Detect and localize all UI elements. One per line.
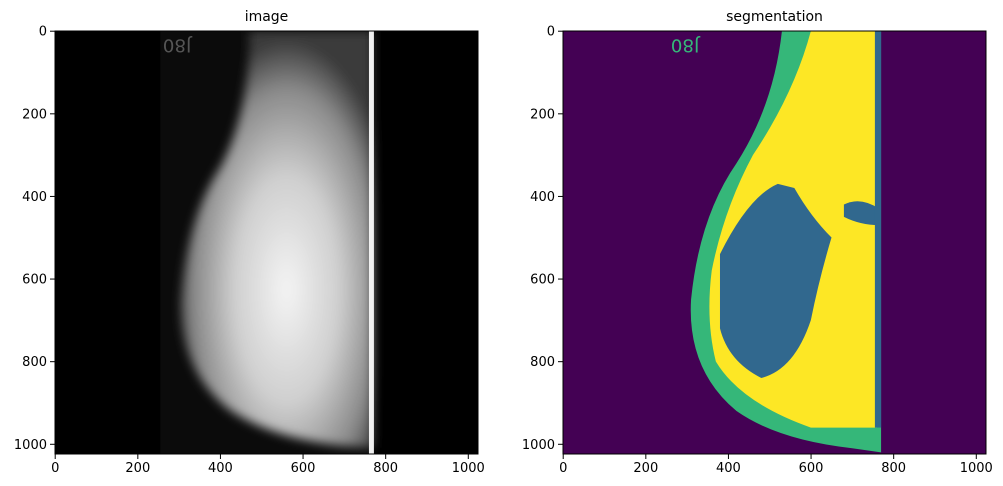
x-tick-label: 600 <box>291 461 316 476</box>
axes-title: segmentation <box>726 9 823 25</box>
svg-text:J80: J80 <box>671 34 700 55</box>
y-tick-label: 800 <box>530 355 555 370</box>
y-tick-label: 200 <box>22 107 47 122</box>
y-tick-label: 1000 <box>522 438 555 453</box>
segmentation-content: J80 <box>563 31 987 455</box>
x-tick-label: 400 <box>716 461 741 476</box>
x-tick-label: 600 <box>799 461 824 476</box>
x-tick-label: 1000 <box>960 461 993 476</box>
y-tick-label: 400 <box>530 190 555 205</box>
axes-frame <box>562 30 987 455</box>
svg-text:J80: J80 <box>163 34 192 55</box>
x-tick-label: 1000 <box>452 461 485 476</box>
y-tick-label: 400 <box>22 190 47 205</box>
x-tick-label: 800 <box>373 461 398 476</box>
image-content: J80 <box>55 31 479 455</box>
x-tick-label: 800 <box>881 461 906 476</box>
x-tick-label: 200 <box>125 461 150 476</box>
axes-title: image <box>245 9 289 25</box>
y-tick-label: 600 <box>530 273 555 288</box>
y-tick-label: 0 <box>39 25 47 40</box>
y-tick-label: 1000 <box>14 438 47 453</box>
y-tick-label: 0 <box>547 25 555 40</box>
axes-frame <box>54 30 479 455</box>
x-tick-label: 0 <box>51 461 59 476</box>
x-tick-label: 400 <box>208 461 233 476</box>
x-tick-label: 0 <box>559 461 567 476</box>
x-tick-label: 200 <box>633 461 658 476</box>
y-tick-label: 600 <box>22 273 47 288</box>
y-tick-label: 800 <box>22 355 47 370</box>
y-tick-label: 200 <box>530 107 555 122</box>
